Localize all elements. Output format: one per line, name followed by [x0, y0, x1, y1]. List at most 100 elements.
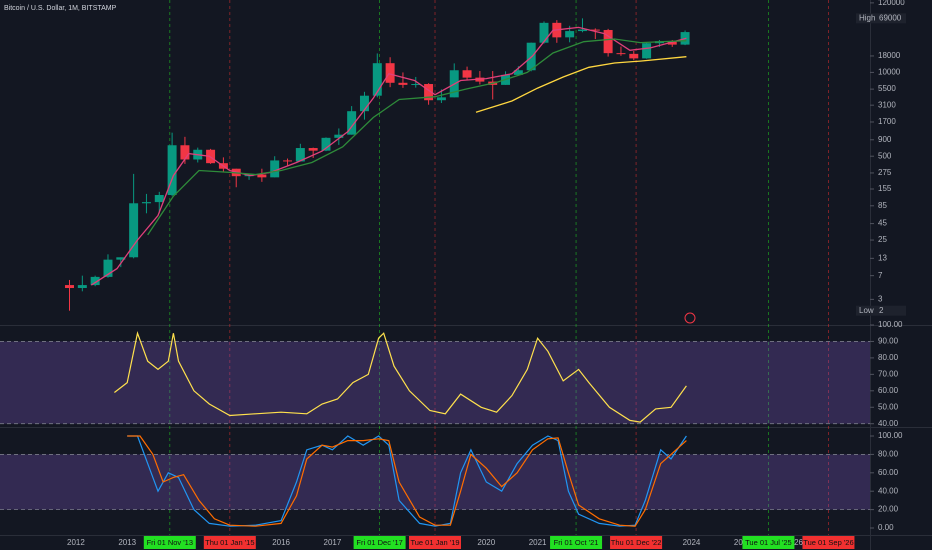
candle-body — [539, 22, 549, 43]
candle-body — [141, 202, 151, 204]
event-label-bg — [802, 536, 855, 549]
candle-body — [436, 97, 446, 101]
candle-body — [180, 145, 190, 160]
series-line — [475, 56, 687, 113]
y-tick-label: 100.00 — [878, 431, 903, 440]
y-tick-label: 1700 — [878, 117, 896, 126]
event-label: Thu 01 Jan '15 — [205, 538, 254, 547]
x-tick-label: 2012 — [67, 538, 85, 547]
candle-body — [398, 82, 408, 85]
candle-body — [372, 63, 382, 96]
candle-body — [347, 111, 357, 135]
event-label: Fri 01 Dec '17 — [356, 538, 402, 547]
series-line — [127, 435, 687, 527]
y-tick-label: 18000 — [878, 51, 901, 60]
badge-label: Low — [859, 306, 874, 315]
y-tick-label: 3100 — [878, 100, 896, 109]
candle-body — [154, 195, 164, 203]
event-label-bg — [353, 536, 406, 549]
y-tick-label: 500 — [878, 151, 892, 160]
candle-body — [103, 259, 113, 277]
event-label-bg — [550, 536, 603, 549]
badge-value-bg — [876, 13, 906, 24]
series-line — [147, 38, 687, 236]
y-tick-label: 120000 — [878, 0, 905, 7]
candle-body — [334, 134, 344, 138]
candle-body — [424, 84, 434, 101]
candle-body — [283, 160, 293, 162]
band — [0, 454, 870, 510]
chart-title: Bitcoin / U.S. Dollar, 1M, BITSTAMP — [4, 5, 117, 12]
y-tick-label: 70.00 — [878, 369, 899, 378]
y-tick-label: 60.00 — [878, 468, 899, 477]
y-tick-label: 0.00 — [878, 523, 894, 532]
y-tick-label: 40.00 — [878, 486, 899, 495]
y-tick-label: 25 — [878, 235, 887, 244]
event-label-bg — [143, 536, 196, 549]
x-tick-label: 2020 — [477, 538, 495, 547]
candle-body — [90, 276, 100, 286]
x-tick-label: 2013 — [118, 538, 136, 547]
y-tick-label: 3 — [878, 294, 883, 303]
y-tick-label: 20.00 — [878, 505, 899, 514]
badge-value: 2 — [879, 306, 884, 315]
series-line — [114, 331, 687, 423]
candle-body — [359, 95, 369, 112]
candle-body — [270, 160, 280, 178]
x-tick-label: 2016 — [272, 538, 290, 547]
y-tick-label: 100.00 — [878, 320, 903, 329]
y-tick-label: 10000 — [878, 68, 901, 77]
candle-body — [462, 70, 472, 78]
y-tick-label: 900 — [878, 135, 892, 144]
y-tick-label: 50.00 — [878, 402, 899, 411]
series-line — [90, 26, 687, 286]
y-tick-label: 80.00 — [878, 353, 899, 362]
badge-label-bg — [856, 305, 876, 316]
badge-value-bg — [876, 305, 906, 316]
y-tick-label: 7 — [878, 271, 883, 280]
candle-body — [65, 285, 74, 289]
event-label-bg — [203, 536, 256, 549]
y-tick-label: 90.00 — [878, 337, 899, 346]
candle-body — [642, 43, 652, 59]
candle-body — [257, 174, 267, 178]
event-label: Thu 01 Dec '22 — [611, 538, 662, 547]
candle-body — [308, 148, 318, 151]
y-tick-label: 40.00 — [878, 419, 899, 428]
event-label-bg — [742, 536, 795, 549]
candle-body — [565, 31, 575, 38]
candle-body — [629, 53, 639, 59]
event-label: Fri 01 Nov '13 — [147, 538, 193, 547]
badge-label: High — [859, 13, 875, 22]
event-label-bg — [409, 536, 461, 549]
candle-body — [77, 285, 87, 289]
y-tick-label: 13 — [878, 253, 887, 262]
y-tick-label: 60.00 — [878, 386, 899, 395]
candle-body — [116, 257, 126, 260]
event-label: Tue 01 Sep '26 — [803, 538, 853, 547]
candle-body — [616, 53, 626, 55]
candle-body — [603, 30, 613, 54]
candle-body — [167, 145, 177, 196]
y-tick-label: 155 — [878, 184, 892, 193]
y-tick-label: 80.00 — [878, 450, 899, 459]
candle-body — [295, 148, 305, 162]
candle-body — [321, 137, 331, 151]
x-tick-label: 2021 — [529, 538, 547, 547]
badge-value: 69000 — [879, 13, 902, 22]
event-label: Fri 01 Oct '21 — [554, 538, 599, 547]
y-tick-label: 45 — [878, 219, 887, 228]
candle-body — [129, 203, 139, 258]
candle-body — [577, 29, 587, 32]
event-label-bg — [610, 536, 663, 549]
event-label: Tue 01 Jul '25 — [745, 538, 792, 547]
candle-body — [411, 84, 421, 86]
icon[interactable] — [684, 312, 696, 324]
candle-body — [513, 70, 523, 75]
candle-body — [590, 29, 600, 31]
y-tick-label: 275 — [878, 168, 892, 177]
candle-body — [667, 41, 677, 45]
